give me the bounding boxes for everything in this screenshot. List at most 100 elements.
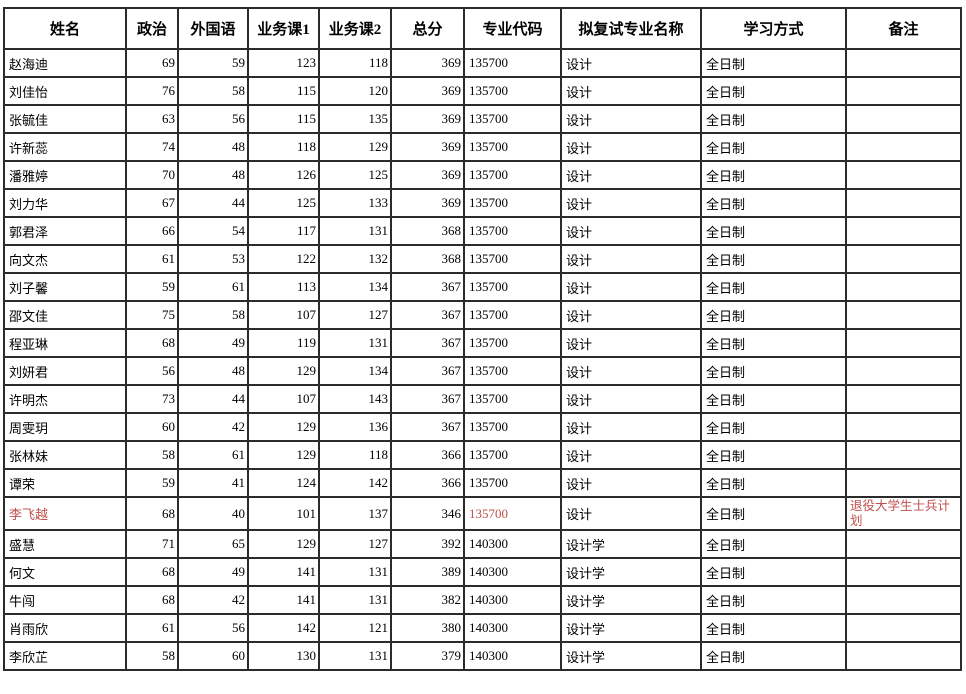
cell-name: 何文 <box>3 557 127 587</box>
cell-name: 张林妹 <box>3 440 127 470</box>
cell-study_mode: 全日制 <box>700 104 847 134</box>
cell-foreign_language: 58 <box>177 300 249 330</box>
table-row: 李欣芷 58 60 130 131 379 140300 设计学 全日制 <box>3 641 962 671</box>
table-row: 邵文佳 75 58 107 127 367 135700 设计 全日制 <box>3 300 962 330</box>
cell-remark <box>845 272 962 302</box>
cell-remark <box>845 244 962 274</box>
cell-total: 369 <box>390 188 465 218</box>
cell-name: 周雯玥 <box>3 412 127 442</box>
cell-foreign_language: 49 <box>177 557 249 587</box>
cell-course1: 107 <box>247 300 320 330</box>
cell-politics: 74 <box>125 132 179 162</box>
cell-major_name: 设计 <box>560 244 702 274</box>
cell-course2: 137 <box>318 496 392 531</box>
cell-major_code: 135700 <box>463 132 562 162</box>
cell-study_mode: 全日制 <box>700 557 847 587</box>
cell-course1: 126 <box>247 160 320 190</box>
cell-study_mode: 全日制 <box>700 132 847 162</box>
cell-total: 369 <box>390 160 465 190</box>
cell-politics: 63 <box>125 104 179 134</box>
cell-study_mode: 全日制 <box>700 384 847 414</box>
cell-major_name: 设计 <box>560 188 702 218</box>
cell-name: 牛闯 <box>3 585 127 615</box>
cell-remark <box>845 104 962 134</box>
column-header-course2: 业务课2 <box>318 7 392 50</box>
cell-name: 邵文佳 <box>3 300 127 330</box>
cell-major_name: 设计学 <box>560 529 702 559</box>
cell-major_name: 设计学 <box>560 641 702 671</box>
cell-politics: 58 <box>125 440 179 470</box>
cell-total: 346 <box>390 496 465 531</box>
cell-course2: 136 <box>318 412 392 442</box>
cell-course2: 121 <box>318 613 392 643</box>
cell-course1: 119 <box>247 328 320 358</box>
header-row: 姓名 政治 外国语 业务课1 业务课2 总分 专业代码 拟复试专业名称 学习方式 备注 <box>3 7 962 50</box>
cell-remark <box>845 160 962 190</box>
cell-name: 刘子馨 <box>3 272 127 302</box>
cell-major_code: 135700 <box>463 356 562 386</box>
column-header-study_mode: 学习方式 <box>700 7 847 50</box>
table-row: 程亚琳 68 49 119 131 367 135700 设计 全日制 <box>3 328 962 358</box>
cell-name: 许新蕊 <box>3 132 127 162</box>
cell-course2: 131 <box>318 585 392 615</box>
cell-remark <box>845 216 962 246</box>
cell-remark: 退役大学生士兵计划 <box>845 496 962 531</box>
cell-major_code: 135700 <box>463 244 562 274</box>
cell-politics: 68 <box>125 557 179 587</box>
cell-name: 谭荣 <box>3 468 127 498</box>
table-row: 郭君泽 66 54 117 131 368 135700 设计 全日制 <box>3 216 962 246</box>
cell-total: 368 <box>390 216 465 246</box>
cell-name: 肖雨欣 <box>3 613 127 643</box>
cell-total: 368 <box>390 244 465 274</box>
table-row: 刘子馨 59 61 113 134 367 135700 设计 全日制 <box>3 272 962 302</box>
cell-politics: 69 <box>125 48 179 78</box>
cell-foreign_language: 61 <box>177 440 249 470</box>
cell-course1: 123 <box>247 48 320 78</box>
cell-major_name: 设计 <box>560 468 702 498</box>
cell-major_name: 设计 <box>560 356 702 386</box>
cell-remark <box>845 300 962 330</box>
cell-course2: 133 <box>318 188 392 218</box>
cell-major_code: 135700 <box>463 328 562 358</box>
cell-name: 刘佳怡 <box>3 76 127 106</box>
cell-total: 392 <box>390 529 465 559</box>
cell-major_code: 135700 <box>463 412 562 442</box>
cell-politics: 68 <box>125 328 179 358</box>
cell-study_mode: 全日制 <box>700 300 847 330</box>
cell-name: 盛慧 <box>3 529 127 559</box>
cell-study_mode: 全日制 <box>700 412 847 442</box>
cell-major_name: 设计学 <box>560 613 702 643</box>
cell-major_name: 设计学 <box>560 585 702 615</box>
column-header-politics: 政治 <box>125 7 179 50</box>
cell-foreign_language: 42 <box>177 585 249 615</box>
cell-course2: 129 <box>318 132 392 162</box>
table-row: 向文杰 61 53 122 132 368 135700 设计 全日制 <box>3 244 962 274</box>
cell-course2: 131 <box>318 641 392 671</box>
cell-politics: 66 <box>125 216 179 246</box>
cell-politics: 75 <box>125 300 179 330</box>
cell-course2: 127 <box>318 529 392 559</box>
cell-politics: 68 <box>125 496 179 531</box>
cell-politics: 56 <box>125 356 179 386</box>
cell-politics: 73 <box>125 384 179 414</box>
cell-total: 380 <box>390 613 465 643</box>
cell-course1: 124 <box>247 468 320 498</box>
cell-course2: 134 <box>318 356 392 386</box>
cell-course2: 131 <box>318 216 392 246</box>
column-header-total: 总分 <box>390 7 465 50</box>
cell-foreign_language: 53 <box>177 244 249 274</box>
cell-politics: 68 <box>125 585 179 615</box>
cell-politics: 59 <box>125 272 179 302</box>
cell-course1: 142 <box>247 613 320 643</box>
cell-politics: 76 <box>125 76 179 106</box>
table-row: 张林妹 58 61 129 118 366 135700 设计 全日制 <box>3 440 962 470</box>
table-row: 刘佳怡 76 58 115 120 369 135700 设计 全日制 <box>3 76 962 106</box>
cell-foreign_language: 41 <box>177 468 249 498</box>
cell-major_name: 设计 <box>560 496 702 531</box>
table-row: 谭荣 59 41 124 142 366 135700 设计 全日制 <box>3 468 962 498</box>
cell-major_code: 135700 <box>463 188 562 218</box>
cell-name: 李欣芷 <box>3 641 127 671</box>
cell-foreign_language: 44 <box>177 384 249 414</box>
cell-course2: 131 <box>318 557 392 587</box>
cell-course2: 125 <box>318 160 392 190</box>
